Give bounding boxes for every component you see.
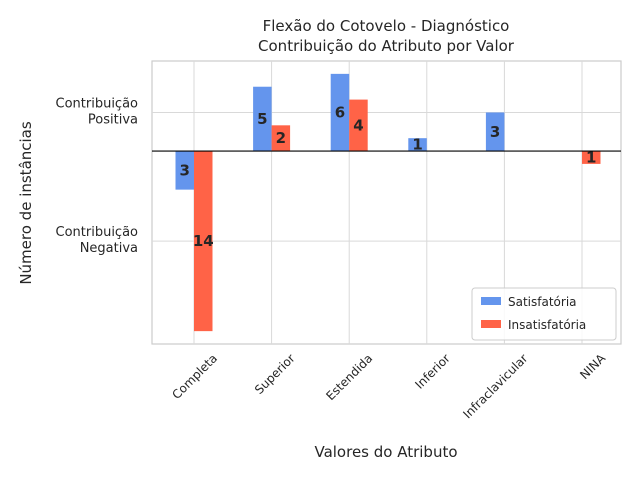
chart-subtitle: Contribuição do Atributo por Valor bbox=[258, 37, 515, 55]
legend: Satisfatória Insatisfatória bbox=[471, 287, 617, 341]
value-labels: 3 5 6 1 3 14 2 4 1 bbox=[180, 103, 597, 250]
bar-insatisfatoria bbox=[194, 151, 213, 332]
chart-title: Flexão do Cotovelo - Diagnóstico bbox=[263, 17, 510, 35]
bar-insatisfatoria bbox=[349, 99, 368, 152]
y-tick-label: Contribuição bbox=[56, 96, 139, 111]
bar-value-label: 1 bbox=[586, 148, 596, 166]
legend-swatch-satisfatoria bbox=[481, 297, 501, 305]
bar-satisfatoria bbox=[408, 138, 427, 152]
y-tick-label: Negativa bbox=[80, 241, 138, 256]
x-axis-label: Valores do Atributo bbox=[314, 443, 457, 461]
bar-insatisfatoria bbox=[582, 151, 601, 164]
bar-insatisfatoria bbox=[271, 125, 291, 152]
bar-value-label: 3 bbox=[180, 161, 190, 179]
bar-satisfatoria bbox=[253, 86, 272, 152]
bar-value-label: 14 bbox=[193, 232, 214, 250]
bars bbox=[175, 73, 601, 332]
bar-value-label: 1 bbox=[412, 136, 422, 154]
legend-label-insatisfatoria: Insatisfatória bbox=[508, 318, 586, 332]
bar-value-label: 6 bbox=[335, 103, 345, 121]
legend-swatch-insatisfatoria bbox=[481, 320, 501, 328]
y-tick-label: Positiva bbox=[88, 112, 138, 127]
bar-value-label: 3 bbox=[490, 123, 500, 141]
y-tick-label: Contribuição bbox=[56, 225, 139, 240]
bar-satisfatoria bbox=[330, 73, 350, 152]
legend-label-satisfatoria: Satisfatória bbox=[508, 295, 577, 309]
bar-value-label: 5 bbox=[257, 110, 267, 128]
legend-box bbox=[471, 287, 617, 341]
bar-satisfatoria bbox=[485, 112, 505, 152]
bar-value-label: 2 bbox=[276, 129, 286, 147]
plot-frame bbox=[151, 60, 622, 345]
bar-satisfatoria bbox=[175, 151, 194, 190]
bar-value-label: 4 bbox=[353, 116, 363, 134]
y-axis-label: Número de instâncias bbox=[17, 121, 35, 285]
